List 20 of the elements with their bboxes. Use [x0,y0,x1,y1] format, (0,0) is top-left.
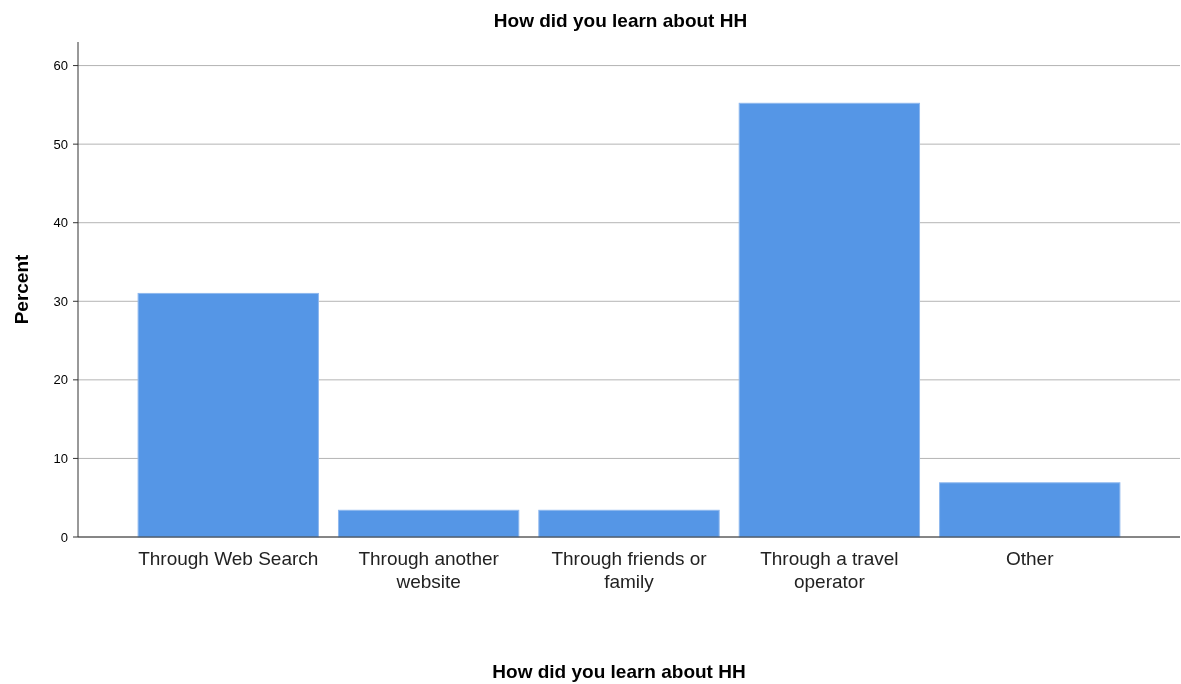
bar [538,509,720,538]
bar [337,509,520,538]
y-tick-label: 30 [53,293,68,309]
x-tick-label: Other [1005,548,1055,569]
x-tick-label: Through a travel operator [760,548,899,592]
y-axis-title: Percent [11,253,32,325]
x-axis-title: How did you learn about HH [492,661,746,682]
y-tick-label: 50 [53,136,68,152]
bar [738,102,921,538]
x-tick-label: Through another website [358,548,500,592]
y-tick-label: 0 [60,529,68,545]
y-tick-label: 40 [53,215,68,231]
bar [939,482,1121,538]
y-tick-label: 20 [53,372,68,388]
x-tick-label: Through Web Search [138,548,319,569]
x-tick-label: Through friends or family [551,548,708,592]
y-tick-label: 10 [53,450,68,466]
y-tick-label: 60 [53,58,68,74]
bar [137,292,319,538]
chart-title: How did you learn about HH [493,10,748,31]
